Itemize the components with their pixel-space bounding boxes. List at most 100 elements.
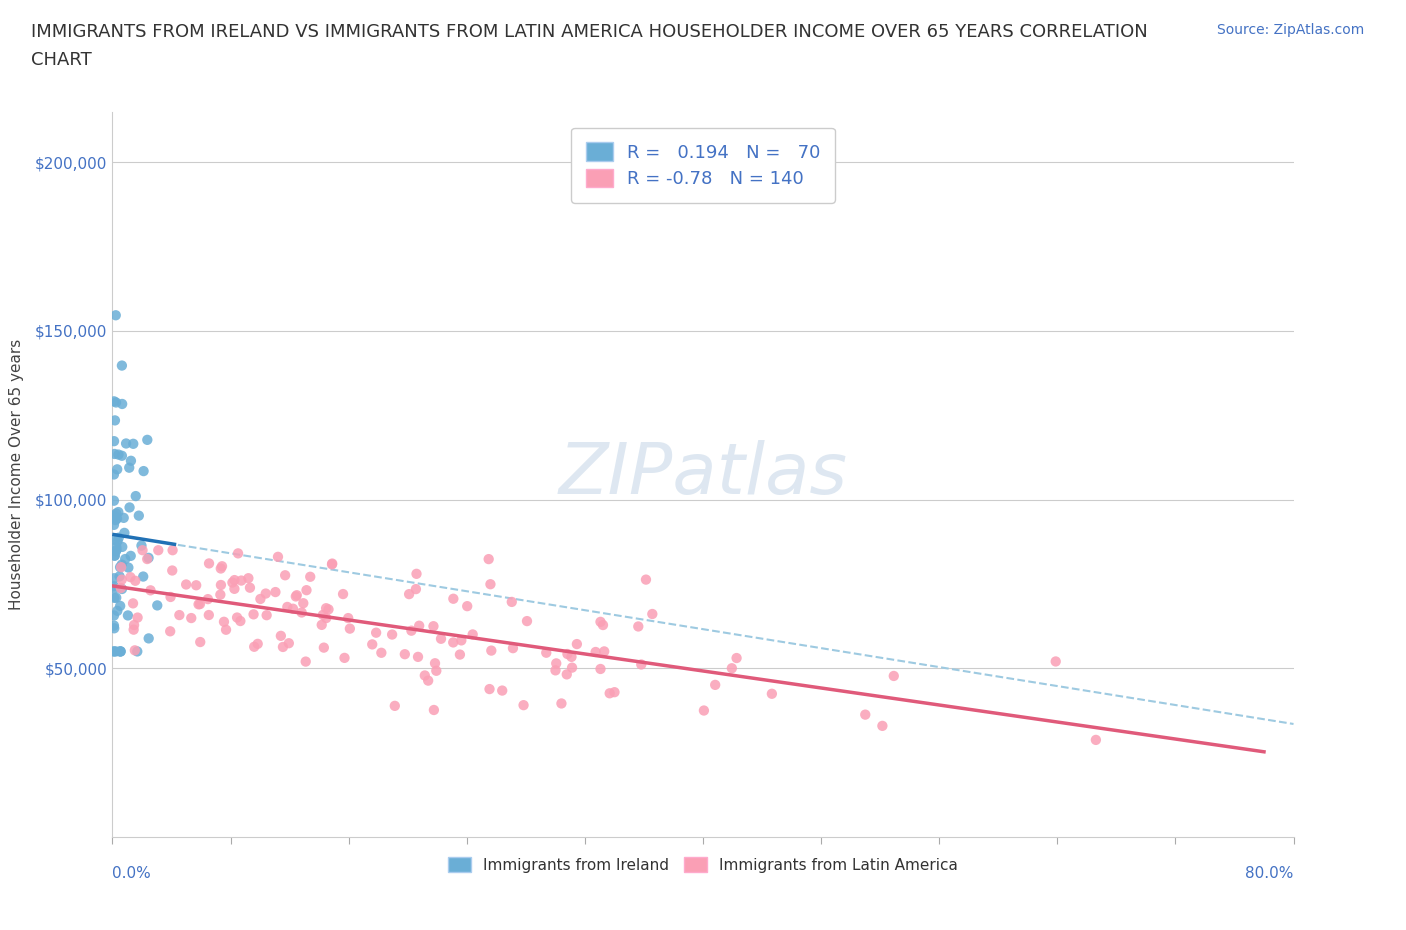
Point [105,539,128,554]
Point [159,624,181,639]
Point [104,533,127,548]
Point [299,569,322,584]
Point [132,569,155,584]
Point [599,685,621,700]
Text: Source: ZipAtlas.com: Source: ZipAtlas.com [1216,23,1364,37]
Point [592,618,614,632]
Point [229,614,252,629]
Point [641,606,664,621]
Point [209,561,232,576]
Point [103,591,125,605]
Point [450,633,472,648]
Text: 80.0%: 80.0% [1246,866,1294,881]
Point [115,436,138,451]
Point [107,534,129,549]
Point [104,512,127,527]
Point [501,594,523,609]
Point [502,641,524,656]
Point [111,539,134,554]
Point [114,551,136,566]
Point [111,358,134,373]
Point [384,698,406,713]
Point [413,668,436,683]
Point [221,575,243,590]
Point [111,557,134,572]
Point [284,589,307,604]
Point [406,649,429,664]
Point [111,448,134,463]
Point [104,581,127,596]
Point [337,611,360,626]
Point [162,543,184,558]
Point [291,605,314,620]
Point [148,543,170,558]
Point [401,623,423,638]
Point [131,543,153,558]
Point [127,610,149,625]
Point [479,644,502,658]
Point [321,556,343,571]
Point [212,615,235,630]
Point [188,597,211,612]
Point [197,591,219,606]
Legend: Immigrants from Ireland, Immigrants from Latin America: Immigrants from Ireland, Immigrants from… [440,849,966,880]
Point [108,569,131,584]
Point [128,508,150,523]
Point [118,460,141,475]
Point [449,647,471,662]
Point [267,550,290,565]
Point [103,621,125,636]
Point [231,573,253,588]
Point [103,608,125,623]
Point [188,634,211,649]
Text: 0.0%: 0.0% [112,866,152,881]
Point [110,644,132,658]
Point [103,618,125,633]
Point [105,512,128,526]
Point [107,447,129,462]
Point [557,646,579,661]
Point [103,644,125,658]
Point [418,673,440,688]
Point [630,658,652,672]
Point [174,577,197,591]
Point [110,644,132,658]
Point [276,600,298,615]
Point [112,511,135,525]
Point [370,645,392,660]
Point [122,618,145,632]
Point [104,308,127,323]
Point [104,413,127,428]
Point [103,548,125,563]
Point [270,629,292,644]
Point [215,622,238,637]
Point [186,578,208,592]
Point [312,607,335,622]
Point [127,644,149,658]
Point [1084,733,1107,748]
Point [405,566,427,581]
Point [634,572,657,587]
Point [146,598,169,613]
Point [589,661,612,676]
Point [311,618,333,632]
Point [491,684,513,698]
Text: ZIPatlas: ZIPatlas [558,440,848,509]
Point [422,618,444,633]
Point [209,587,232,602]
Point [238,571,260,586]
Point [103,467,125,482]
Point [159,590,181,604]
Point [112,525,135,540]
Point [704,677,727,692]
Point [315,601,337,616]
Point [271,640,294,655]
Point [107,530,129,545]
Point [180,611,202,626]
Point [478,682,501,697]
Point [627,619,650,634]
Point [1045,654,1067,669]
Point [394,646,416,661]
Point [105,644,128,658]
Point [339,621,361,636]
